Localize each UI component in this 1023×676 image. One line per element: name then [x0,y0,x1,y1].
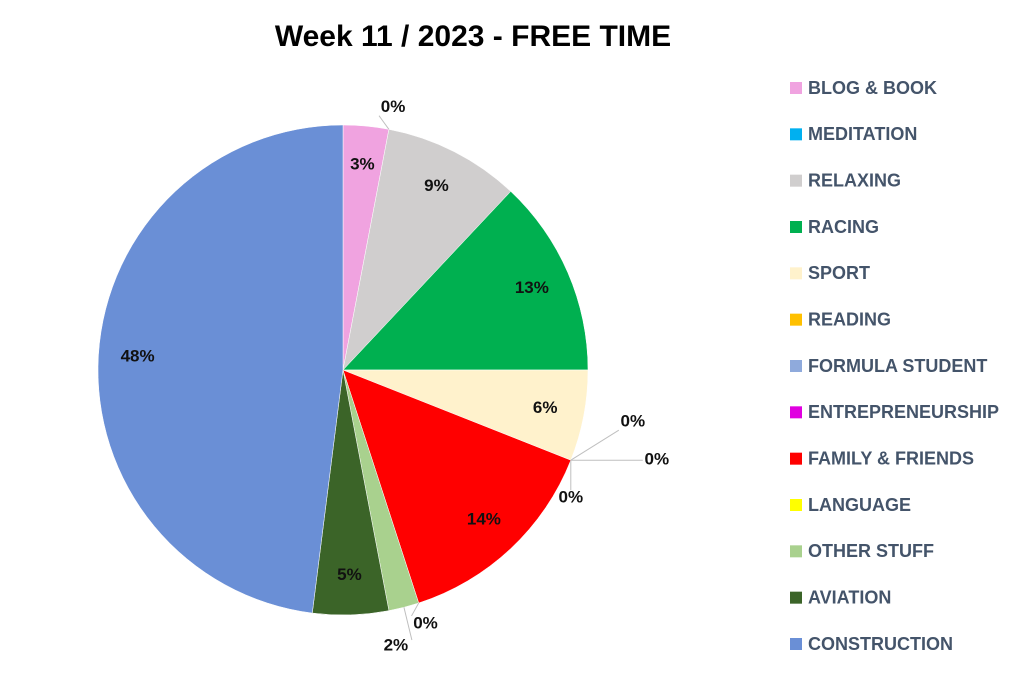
data-label: 0% [413,613,438,632]
chart-title: Week 11 / 2023 - FREE TIME [275,20,671,53]
legend-label: CONSTRUCTION [808,634,953,654]
legend-swatch [790,591,802,604]
leader-line [403,607,413,641]
data-label: 0% [559,488,584,507]
data-label: 14% [467,510,501,529]
legend-label: READING [808,309,891,329]
data-label: 3% [350,155,375,174]
legend-swatch [790,128,802,141]
legend-label: MEDITATION [808,124,917,144]
legend-label: SPORT [808,263,870,283]
legend-label: OTHER STUFF [808,541,934,561]
legend-label: AVIATION [808,587,891,607]
data-label: 6% [533,398,558,417]
legend-swatch [790,499,802,511]
leader-line [378,115,390,130]
legend-label: RELAXING [808,170,901,190]
pie-slice [342,191,589,371]
legend-swatch [790,82,802,94]
legend-swatch [790,174,802,187]
legend-label: FAMILY & FRIENDS [808,448,974,468]
legend-label: LANGUAGE [808,495,911,515]
data-label: 9% [424,176,449,195]
pie-slice [342,129,512,371]
data-label: 2% [384,636,409,655]
data-label: 5% [337,565,362,584]
data-label: 0% [621,412,646,431]
data-label: 0% [381,97,406,116]
legend-swatch [790,452,802,465]
legend-label: BLOG & BOOK [808,78,937,98]
leader-line [570,429,620,461]
legend-label: FORMULA STUDENT [808,356,987,376]
leader-line [411,602,420,617]
legend-label: ENTREPRENEURSHIP [808,402,999,422]
data-label: 13% [515,278,549,297]
legend-swatch [790,221,802,233]
data-label: 48% [121,347,155,366]
data-label: 0% [645,450,670,469]
pie-slice [97,124,344,614]
legend-swatch [790,406,802,419]
legend-swatch [790,267,802,280]
legend-swatch [790,638,802,650]
legend-swatch [790,360,802,372]
legend-swatch [790,545,802,558]
legend-swatch [790,313,802,326]
legend-label: RACING [808,217,879,237]
